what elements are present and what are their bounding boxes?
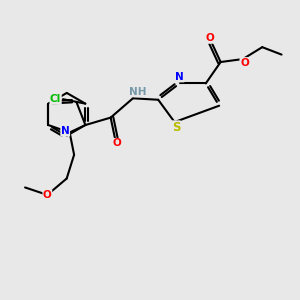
- Text: S: S: [172, 121, 180, 134]
- Text: N: N: [61, 126, 70, 136]
- Text: O: O: [206, 33, 214, 43]
- Text: Cl: Cl: [50, 94, 61, 104]
- Text: O: O: [43, 190, 52, 200]
- Text: N: N: [175, 72, 184, 82]
- Text: O: O: [112, 139, 121, 148]
- Text: O: O: [240, 58, 249, 68]
- Text: NH: NH: [129, 87, 146, 97]
